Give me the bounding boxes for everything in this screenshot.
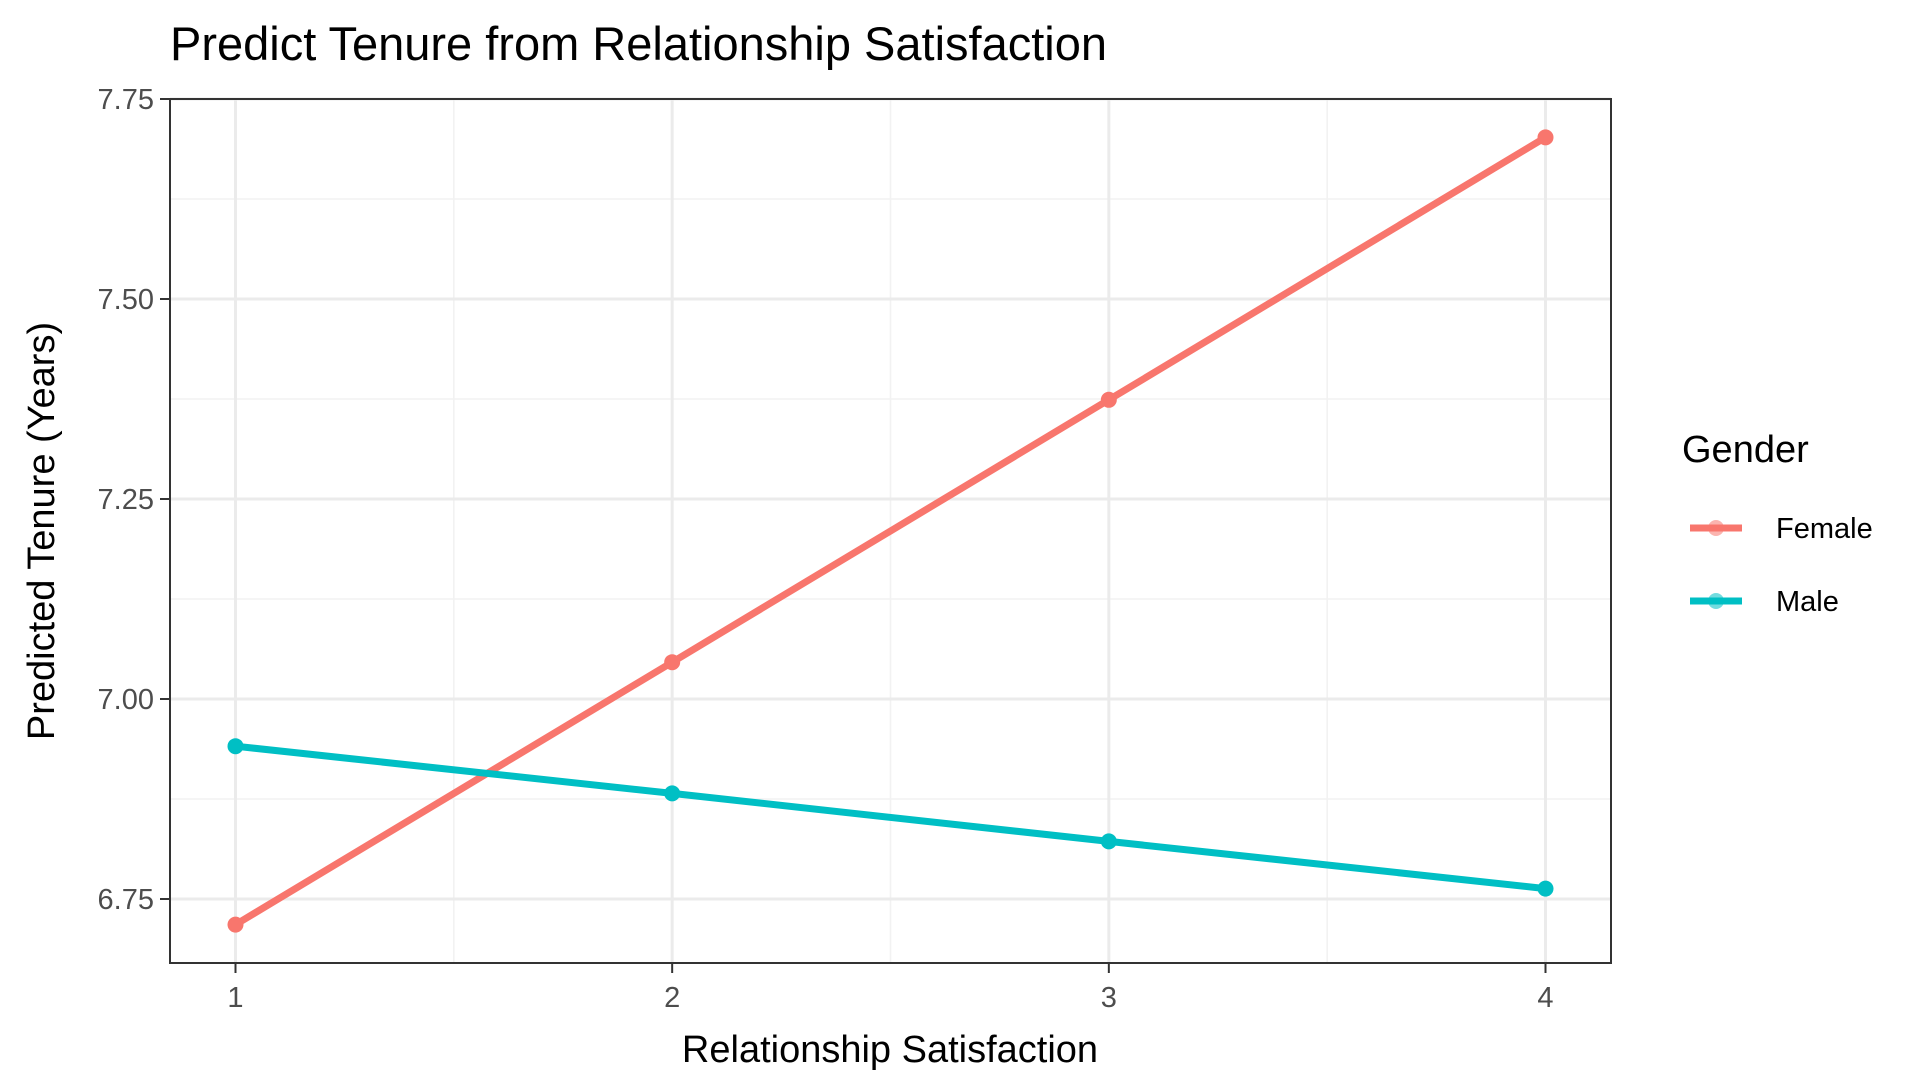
- x-tick-label: 4: [1537, 982, 1553, 1014]
- y-axis: 6.75 7.00 7.25 7.50 7.75: [98, 84, 170, 916]
- grid: [170, 97, 1611, 963]
- legend-label-male: Male: [1776, 586, 1839, 618]
- y-tick-label: 7.50: [98, 284, 154, 316]
- y-axis-title: Predicted Tenure (Years): [21, 322, 63, 740]
- legend-label-female: Female: [1776, 513, 1873, 545]
- x-axis-title: Relationship Satisfaction: [682, 1029, 1098, 1071]
- x-tick-label: 3: [1101, 982, 1117, 1014]
- series-line-female: [233, 134, 1548, 928]
- y-tick-label: 6.75: [98, 884, 154, 916]
- data-point-male: [1100, 833, 1117, 850]
- data-point-female: [664, 654, 681, 671]
- data-point-female: [227, 916, 244, 933]
- series-lines: [227, 129, 1554, 933]
- x-axis: 1 2 3 4: [227, 963, 1554, 1014]
- y-tick-label: 7.75: [98, 84, 154, 116]
- x-tick-label: 1: [227, 982, 243, 1014]
- plot-panel: [169, 98, 1612, 964]
- legend-key-point-male: [1708, 593, 1724, 609]
- y-tick-label: 7.00: [98, 684, 154, 716]
- data-point-female: [1537, 129, 1554, 146]
- y-tick-label: 7.25: [98, 484, 154, 516]
- data-point-male: [664, 785, 681, 802]
- data-point-female: [1100, 391, 1117, 408]
- data-point-male: [227, 738, 244, 755]
- chart-title: Predict Tenure from Relationship Satisfa…: [170, 17, 1107, 70]
- series-line-male: [235, 742, 1546, 893]
- data-point-male: [1537, 880, 1554, 897]
- legend-key-point-female: [1708, 520, 1724, 536]
- legend: Gender Female Male: [1682, 429, 1873, 618]
- legend-title: Gender: [1682, 429, 1809, 471]
- x-tick-label: 2: [664, 982, 680, 1014]
